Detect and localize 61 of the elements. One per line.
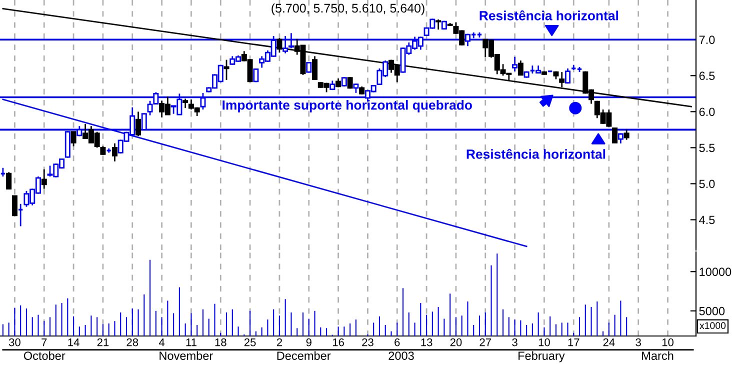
x-tick-label: 7 <box>42 338 47 346</box>
x-tick-label: 6 <box>394 338 400 346</box>
x-tick-label: 13 <box>421 338 432 346</box>
x-tick-label: 28 <box>126 338 138 346</box>
candlestick <box>41 168 47 190</box>
x-tick-label: 24 <box>603 338 615 346</box>
candlestick <box>436 18 442 30</box>
y-tick-label: 7.0 <box>699 36 715 44</box>
y-tick-label: 10000 <box>700 268 732 276</box>
ref-line-label: Resistência horizontal <box>480 10 618 20</box>
x-tick-label: 14 <box>68 338 80 346</box>
legend-label: Resistência horizontal <box>466 148 606 159</box>
x-tick-label: 16 <box>332 338 344 346</box>
candlestick <box>112 142 118 162</box>
candlestick <box>564 68 570 84</box>
x-tick-label: 3 <box>636 338 641 346</box>
candlestick <box>136 110 142 137</box>
candlestick <box>518 60 524 76</box>
candlestick <box>341 76 347 88</box>
candlestick <box>612 128 618 144</box>
x-tick-label: 17 <box>568 338 580 346</box>
x-tick-label: 30 <box>8 338 20 346</box>
y-tick-label: 6.0 <box>699 108 715 116</box>
x-tick-label: 18 <box>215 338 226 346</box>
candlestick <box>559 71 565 88</box>
candlestick <box>512 56 518 72</box>
text: October <box>24 351 66 360</box>
text: March <box>642 351 674 360</box>
x-tick-label: 9 <box>306 338 312 346</box>
chart-title: (5.700, 5.750, 5.610, 5.640) <box>272 3 424 16</box>
y-tick-label: 6.5 <box>699 72 715 80</box>
x-tick-label: 20 <box>450 338 462 346</box>
ref-line-label: Importante suporte horizontal quebrado <box>222 100 472 112</box>
x-tick-label: 25 <box>244 338 256 346</box>
text: x1000 <box>700 322 726 330</box>
x-tick-label: 10 <box>538 338 550 346</box>
x-tick-label: 2 <box>276 338 282 346</box>
x-tick-label: 10 <box>662 338 674 346</box>
text: November <box>160 351 213 360</box>
x-tick-label: 3 <box>512 338 518 346</box>
x-tick-label: 27 <box>480 338 491 346</box>
candlestick <box>276 37 282 54</box>
y-tick-label: 4.5 <box>699 216 715 224</box>
candlestick <box>312 56 318 80</box>
candlestick <box>182 98 188 109</box>
text: December <box>277 351 331 360</box>
candlestick <box>624 128 630 140</box>
candlestick <box>224 59 230 81</box>
text: February <box>518 351 565 362</box>
y-tick-label: 5.5 <box>699 144 715 152</box>
candlestick <box>6 171 12 190</box>
y-tick-label: 5.0 <box>699 180 715 188</box>
x-tick-label: 4 <box>158 338 165 346</box>
x-tick-label: 21 <box>97 338 109 346</box>
x-tick-label: 23 <box>362 338 374 346</box>
text: 2003 <box>388 352 414 360</box>
candlestick <box>353 82 359 94</box>
y-tick-label: 5000 <box>699 306 725 316</box>
candlestick <box>70 131 76 147</box>
x-tick-label: 11 <box>186 338 196 346</box>
candlestick <box>12 195 18 216</box>
